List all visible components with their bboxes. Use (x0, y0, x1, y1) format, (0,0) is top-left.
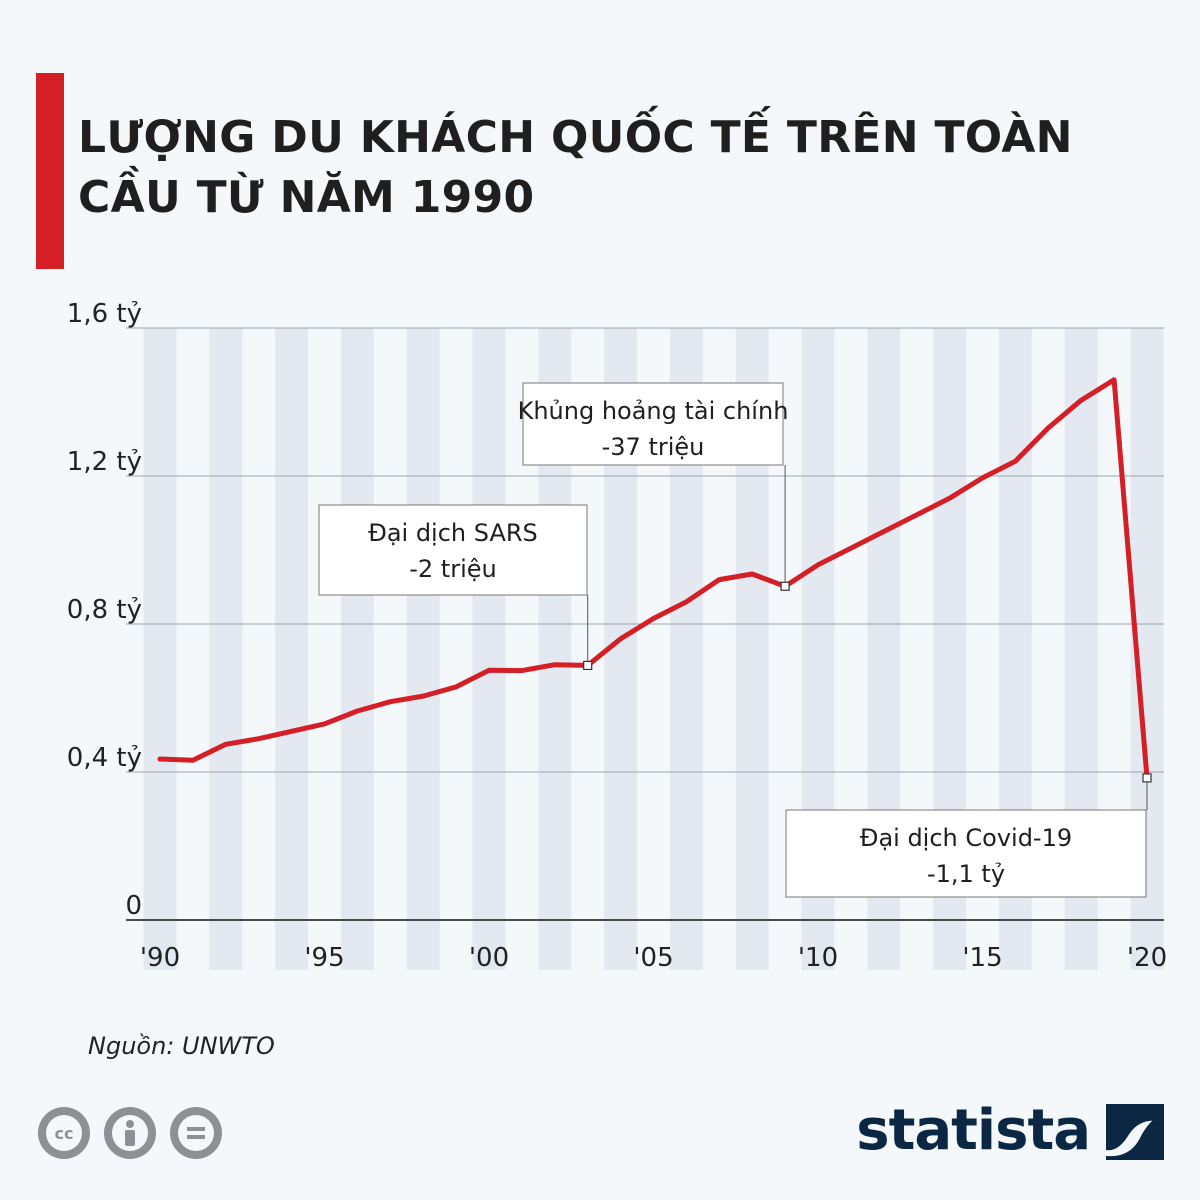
year-band (275, 328, 309, 970)
annotation: Đại dịch SARS -2 triệu (318, 504, 589, 666)
license-icons: cc (38, 1107, 222, 1159)
y-tick-label: 1,6 tỷ (67, 299, 142, 329)
annotation-marker (583, 660, 593, 671)
annotation-label: Khủng hoảng tài chính (518, 397, 789, 425)
annotation-marker (780, 581, 790, 591)
y-tick-label: 0,8 tỷ (67, 595, 142, 625)
annotation-label: -1,1 tỷ (927, 860, 1005, 888)
attribution-icon[interactable] (104, 1107, 156, 1159)
year-band (472, 328, 506, 970)
annotation-box (522, 382, 784, 466)
y-tick-label: 0 (125, 891, 142, 921)
x-tick-label: '95 (304, 943, 344, 973)
annotation-box (785, 809, 1147, 898)
x-tick-label: '10 (798, 943, 838, 973)
no-derivatives-icon[interactable] (170, 1107, 222, 1159)
chart-svg: 0 0,4 tỷ 0,8 tỷ 1,2 tỷ 1,6 tỷ '90 '95 '00 '05 '10… (67, 299, 1167, 973)
chart-title: LƯỢNG DU KHÁCH QUỐC TẾ TRÊN TOÀN CẦU TỪ … (78, 112, 1073, 223)
year-band (406, 328, 440, 970)
y-tick-label: 0,4 tỷ (67, 743, 142, 773)
brand-name: statista (856, 1098, 1091, 1163)
x-tick-label: '15 (962, 943, 1002, 973)
annotation-label: Đại dịch Covid-19 (860, 824, 1072, 852)
x-tick-label: '20 (1127, 943, 1167, 973)
accent-bar (36, 73, 64, 269)
annotation-label: Đại dịch SARS (368, 519, 538, 547)
y-tick-label: 1,2 tỷ (67, 447, 142, 477)
statista-brand[interactable]: statista (856, 1098, 1164, 1163)
source-note: Nguồn: UNWTO (88, 1032, 275, 1060)
year-band (340, 328, 374, 970)
annotation-box (318, 504, 588, 596)
year-band (209, 328, 243, 970)
annotation-marker (1142, 773, 1152, 783)
annotation: Khủng hoảng tài chính -37 triệu (518, 382, 789, 587)
svg-text:cc: cc (55, 1124, 74, 1143)
year-band (143, 328, 177, 970)
annotation-label: -2 triệu (409, 555, 496, 583)
statista-logo-icon (1106, 1101, 1164, 1160)
annotation: Đại dịch Covid-19 -1,1 tỷ (785, 777, 1148, 898)
series-line (157, 377, 1150, 781)
annotation-label: -37 triệu (602, 433, 705, 461)
x-tick-label: '00 (469, 943, 509, 973)
cc-icon[interactable]: cc (38, 1107, 90, 1159)
x-tick-label: '90 (140, 943, 180, 973)
x-tick-label: '05 (633, 943, 673, 973)
